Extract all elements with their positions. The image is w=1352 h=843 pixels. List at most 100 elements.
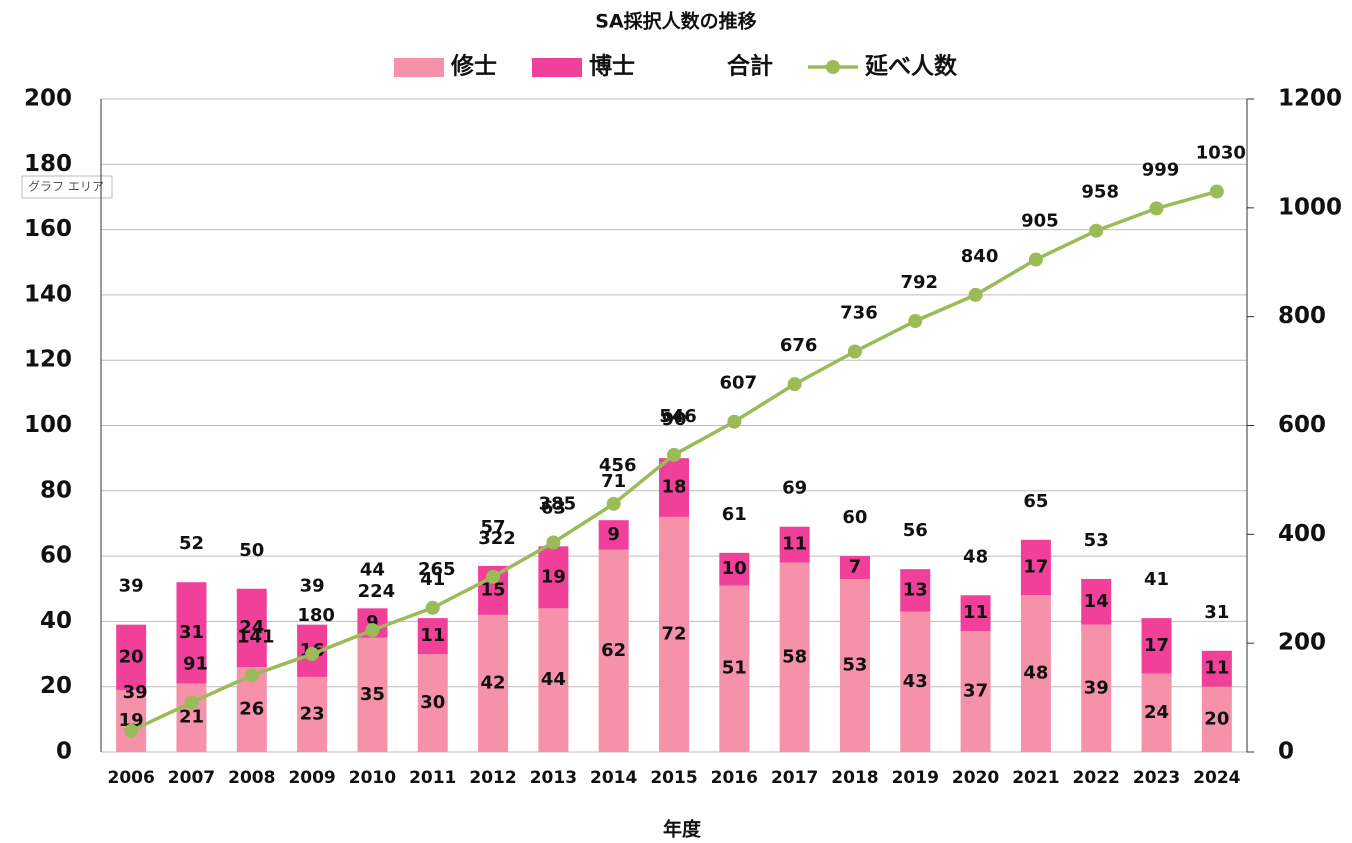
y2-tick-label: 1000 [1278,194,1342,220]
bar-segment [960,595,991,632]
bar-label: 62 [601,640,626,661]
bar-label: 37 [963,681,988,702]
bar-segment [297,676,328,752]
bar-segment [538,546,569,609]
line-point [1089,223,1104,238]
bar-segment [779,562,810,752]
bar-segment [659,516,689,752]
line-point [546,535,561,550]
bar-label: 72 [661,623,686,644]
bar-label: 14 [1084,591,1109,612]
line-point [305,647,320,662]
total-label: 90 [661,409,686,430]
total-label: 53 [1084,530,1109,551]
bar-label: 11 [420,625,445,646]
y-tick-label: 60 [40,543,72,569]
bar-label: 15 [481,579,506,600]
x-tick-label: 2010 [349,768,396,788]
total-label: 65 [1023,491,1048,512]
bar-label: 20 [119,646,144,667]
bar-segment [357,637,388,752]
line-point [184,695,199,710]
bar-segment [1020,539,1051,596]
bar-segment [417,618,448,655]
line-label: 141 [237,626,275,647]
total-label: 41 [420,569,445,590]
total-label: 39 [300,576,325,597]
y2-tick-label: 600 [1278,412,1326,438]
bar-label: 31 [179,622,204,643]
total-label: 44 [360,559,385,580]
bar-label: 11 [782,534,807,555]
x-tick-label: 2024 [1193,768,1240,788]
x-tick-label: 2007 [168,768,215,788]
legend-label: 修士 [450,53,497,80]
y-tick-label: 200 [24,86,72,112]
total-label: 41 [1144,569,1169,590]
line-point [908,314,923,329]
total-label: 50 [239,540,264,561]
x-tick-label: 2017 [771,768,818,788]
bar-segment [176,582,207,684]
tooltip-text: グラフ エリア [28,180,104,194]
bar-segment [1201,686,1232,752]
bar-label: 23 [300,703,325,724]
bar-segment [417,654,448,752]
line-point [1209,184,1224,199]
x-tick-label: 2022 [1073,768,1120,788]
total-label: 39 [119,576,144,597]
x-tick-label: 2008 [228,768,275,788]
bar-label: 7 [849,557,862,578]
bar-label: 9 [607,524,620,545]
x-tick-label: 2020 [952,768,999,788]
line-point [1149,201,1164,216]
bar-label: 30 [420,692,445,713]
line-point [486,569,501,584]
y-tick-label: 140 [24,281,72,307]
line-label: 607 [720,373,758,394]
x-tick-label: 2009 [288,768,335,788]
line-label: 546 [659,406,697,427]
y-tick-label: 0 [56,739,72,765]
line-point [365,623,380,638]
x-tick-label: 2011 [409,768,456,788]
tooltip-box [21,175,113,199]
line-point [244,668,259,683]
x-tick-label: 2014 [590,768,637,788]
bar-label: 17 [1144,635,1169,656]
y2-tick-label: 1200 [1278,86,1342,112]
bar-label: 19 [119,710,144,731]
total-label: 71 [601,471,626,492]
bar-label: 58 [782,646,807,667]
bar-segment [116,689,147,752]
bar-segment [960,631,991,752]
bar-segment [598,520,629,550]
total-label: 57 [481,517,506,538]
bar-segment [1020,595,1051,752]
bar-label: 21 [179,707,204,728]
legend-label: 博士 [589,53,635,80]
y2-tick-label: 200 [1278,630,1326,656]
y-tick-label: 120 [24,347,72,373]
x-tick-label: 2018 [831,768,878,788]
x-tick-label: 2015 [650,768,697,788]
y-tick-label: 160 [24,216,72,242]
x-tick-label: 2006 [107,768,154,788]
total-label: 52 [179,533,204,554]
bar-segment [1141,618,1172,674]
bar-segment [839,556,870,579]
total-label: 56 [903,520,928,541]
line-label: 736 [840,302,878,323]
line-label: 180 [297,605,335,626]
x-tick-label: 2021 [1012,768,1059,788]
line-label: 224 [358,581,396,602]
line-label: 322 [478,528,516,549]
line-point [124,723,139,738]
line-label: 999 [1142,159,1180,180]
y-tick-label: 80 [40,477,72,503]
bar-label: 13 [903,579,928,600]
tooltip: グラフ エリア [21,175,113,199]
bar-label: 19 [541,566,566,587]
bar-label: 53 [842,654,867,675]
